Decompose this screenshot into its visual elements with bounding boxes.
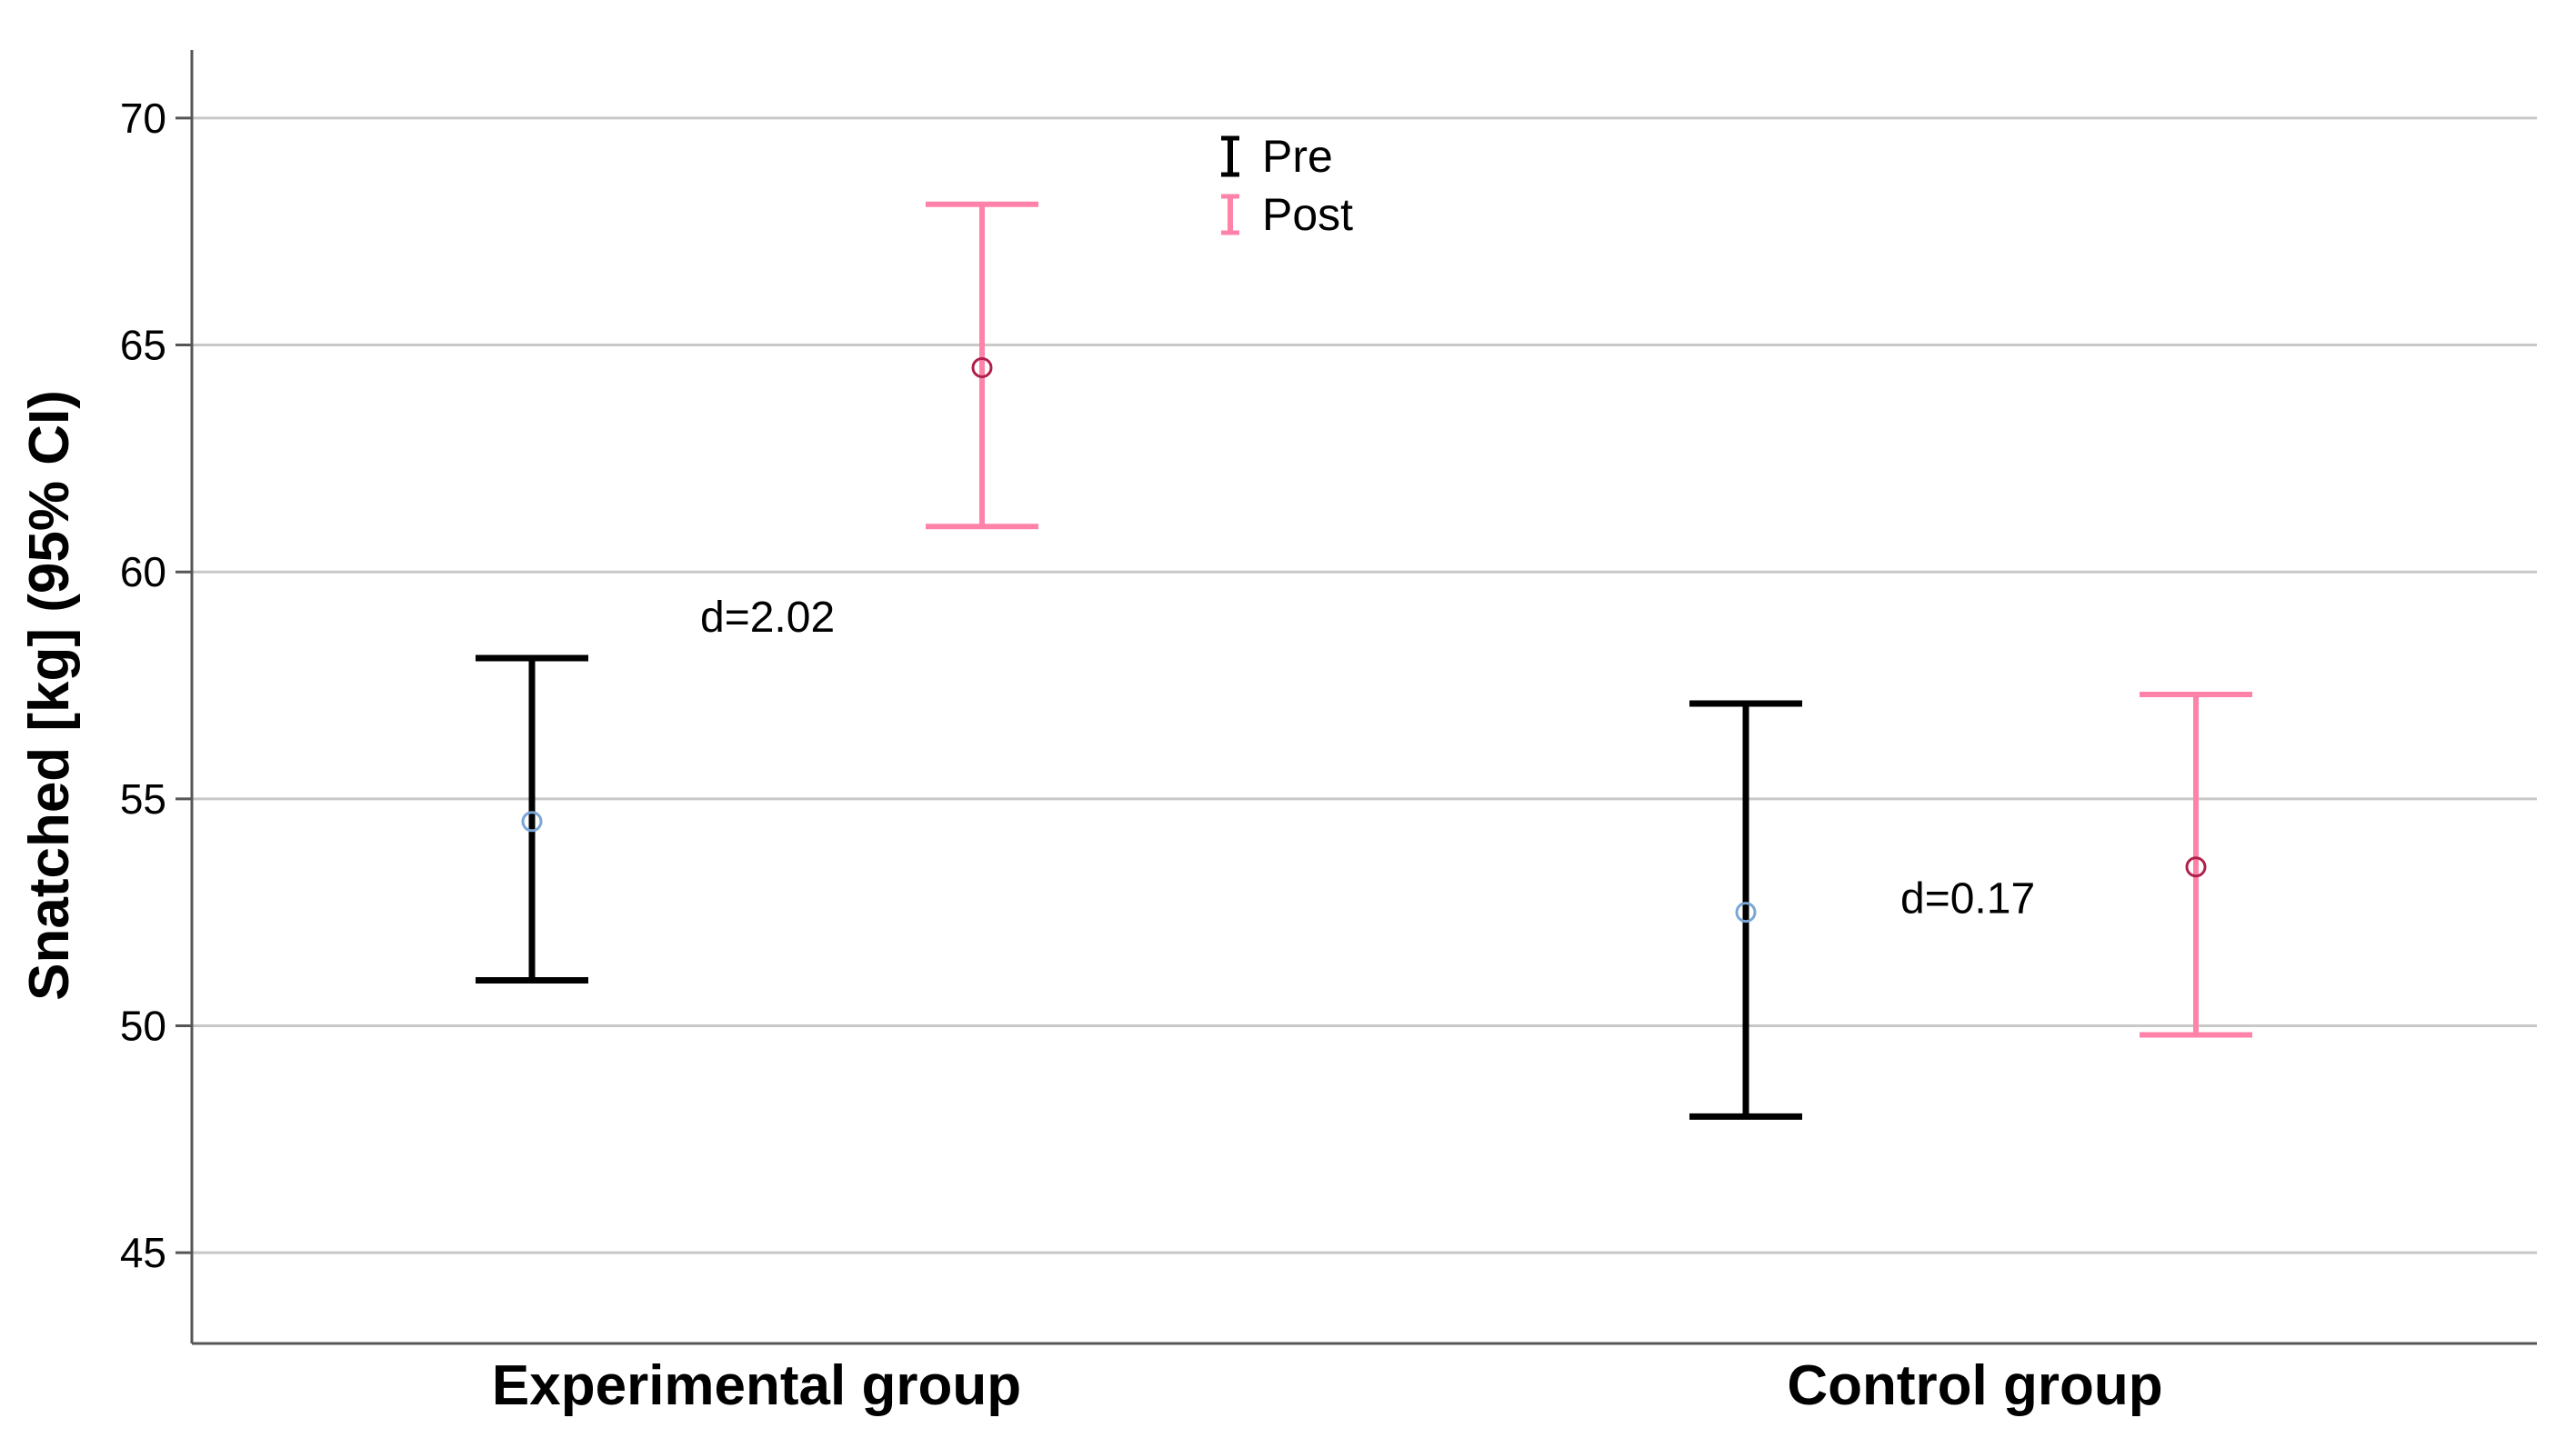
effect-size-annotation: d=0.17 xyxy=(1900,875,2035,924)
y-axis-label: Snatched [kg] (95% CI) xyxy=(18,390,81,1001)
y-tick-label: 60 xyxy=(120,548,166,595)
error-bars xyxy=(476,201,2252,1120)
effect-size-annotation: d=2.02 xyxy=(700,594,835,642)
y-tick-label: 50 xyxy=(120,1002,166,1049)
x-category-labels: Experimental group Control group xyxy=(492,1354,2163,1417)
error-bar-post xyxy=(2140,692,2252,1038)
legend-label: Pre xyxy=(1262,131,1333,182)
legend-item-pre: Pre xyxy=(1221,131,1333,182)
y-tick-labels: 45 50 55 60 65 70 xyxy=(120,95,166,1276)
y-tick-label: 70 xyxy=(120,95,166,142)
x-category-label: Control group xyxy=(1787,1354,2162,1417)
y-tick-label: 65 xyxy=(120,322,166,369)
mean-marker xyxy=(2185,856,2207,878)
mean-marker xyxy=(971,357,993,379)
error-bar-post xyxy=(926,201,1038,530)
legend: Pre Post xyxy=(1221,131,1353,240)
legend-label: Post xyxy=(1262,189,1353,240)
y-tick-label: 45 xyxy=(120,1229,166,1276)
mean-marker xyxy=(521,811,543,833)
gridlines xyxy=(175,116,2537,1254)
error-bar-pre xyxy=(1689,700,1802,1120)
mean-marker xyxy=(1735,902,1757,924)
y-tick-label: 55 xyxy=(120,775,166,823)
error-bar-pre xyxy=(476,654,588,984)
axes xyxy=(190,50,2537,1345)
legend-item-post: Post xyxy=(1221,189,1353,240)
annotations: d=2.02 d=0.17 xyxy=(700,594,2035,924)
x-category-label: Experimental group xyxy=(492,1354,1021,1417)
